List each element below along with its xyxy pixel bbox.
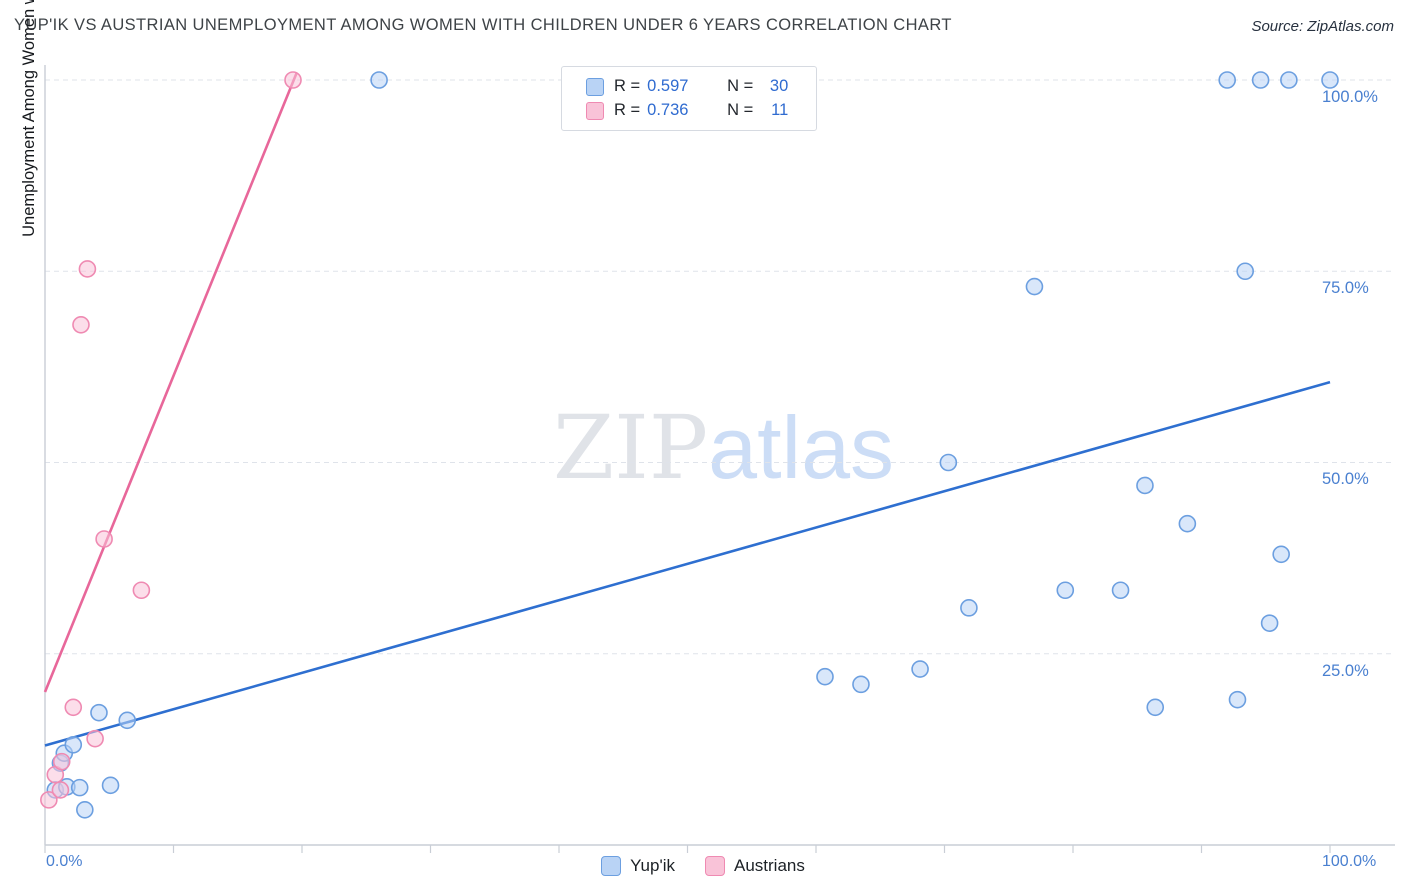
scatter-point-yupik: [1280, 71, 1298, 89]
legend-row-yupik: R = 0.597 N = 30: [586, 77, 802, 96]
source-attribution: Source: ZipAtlas.com: [1251, 18, 1394, 35]
austrians-label: Austrians: [733, 856, 805, 875]
scatter-point-yupik: [1272, 545, 1290, 564]
austrians-r-value: 0.736: [647, 101, 689, 119]
scatter-point-yupik: [1025, 277, 1044, 296]
scatter-point-yupik: [370, 71, 388, 89]
scatter-point-yupik: [64, 735, 83, 754]
r-prefix-label: R =: [614, 77, 641, 95]
n-prefix-label: N =: [727, 101, 754, 119]
scatter-point-austrians: [95, 530, 113, 548]
scatter-point-yupik: [1321, 71, 1339, 89]
scatter-point-yupik: [1146, 698, 1165, 717]
scatter-point-yupik: [1236, 262, 1254, 281]
scatter-point-yupik: [939, 453, 958, 472]
scatter-point-yupik: [118, 711, 137, 730]
scatter-point-austrians: [40, 791, 58, 809]
yupik-swatch: [601, 856, 622, 876]
scatter-point-austrians: [64, 698, 83, 717]
x-tick-100: 100.0%: [1322, 853, 1377, 870]
r-prefix-label: R =: [614, 101, 641, 119]
page-title: YUP'IK VS AUSTRIAN UNEMPLOYMENT AMONG WO…: [14, 16, 952, 34]
scatter-point-yupik: [1260, 614, 1279, 632]
y-tick-75: 75.0%: [1322, 279, 1369, 297]
austrians-n-value: 11: [771, 101, 789, 119]
scatter-point-austrians: [284, 71, 302, 89]
scatter-point-austrians: [52, 752, 71, 771]
bottom-legend-item-austrians: Austrians: [704, 856, 805, 876]
scatter-point-yupik: [960, 599, 978, 617]
bottom-legend-item-yupik: Yup'ik: [601, 856, 675, 876]
legend-box: R = 0.597 N = 30 R = 0.736 N = 11: [561, 66, 817, 131]
yupik-label: Yup'ik: [630, 856, 675, 875]
scatter-point-yupik: [1218, 71, 1236, 89]
scatter-point-yupik: [1251, 71, 1270, 89]
scatter-point-austrians: [72, 315, 90, 334]
yupik-legend-swatch: [586, 77, 604, 96]
scatter-point-yupik: [101, 776, 120, 795]
bottom-legend: Yup'ik Austrians: [0, 856, 1406, 876]
scatter-point-yupik: [1056, 581, 1075, 600]
scatter-point-austrians: [51, 781, 70, 799]
yupik-r-value: 0.597: [647, 77, 689, 95]
y-tick-25: 25.0%: [1322, 662, 1369, 680]
scatter-point-austrians: [86, 729, 104, 748]
trend-line-yupik: [44, 380, 1331, 747]
n-prefix-label: N =: [727, 77, 754, 95]
austrians-swatch: [704, 856, 725, 876]
scatter-point-yupik: [911, 660, 929, 678]
scatter-point-yupik: [1136, 476, 1154, 495]
scatter-point-austrians: [132, 581, 151, 600]
scatter-point-austrians: [78, 260, 97, 278]
legend-row-austrians: R = 0.736 N = 11: [586, 101, 802, 120]
scatter-point-yupik: [90, 703, 108, 722]
trend-line-austrians: [43, 71, 299, 693]
scatter-point-yupik: [76, 801, 94, 819]
scatter-point-yupik: [816, 667, 834, 686]
scatter-point-yupik: [1178, 514, 1197, 533]
y-tick-100: 100.0%: [1322, 88, 1378, 106]
austrians-legend-swatch: [586, 101, 604, 120]
y-tick-50: 50.0%: [1322, 470, 1369, 488]
scatter-point-yupik: [852, 675, 870, 694]
scatter-point-yupik: [1228, 690, 1247, 709]
scatter-point-yupik: [70, 778, 89, 797]
yupik-n-value: 30: [769, 77, 789, 95]
x-tick-0: 0.0%: [46, 853, 83, 870]
scatter-point-yupik: [1111, 581, 1130, 600]
